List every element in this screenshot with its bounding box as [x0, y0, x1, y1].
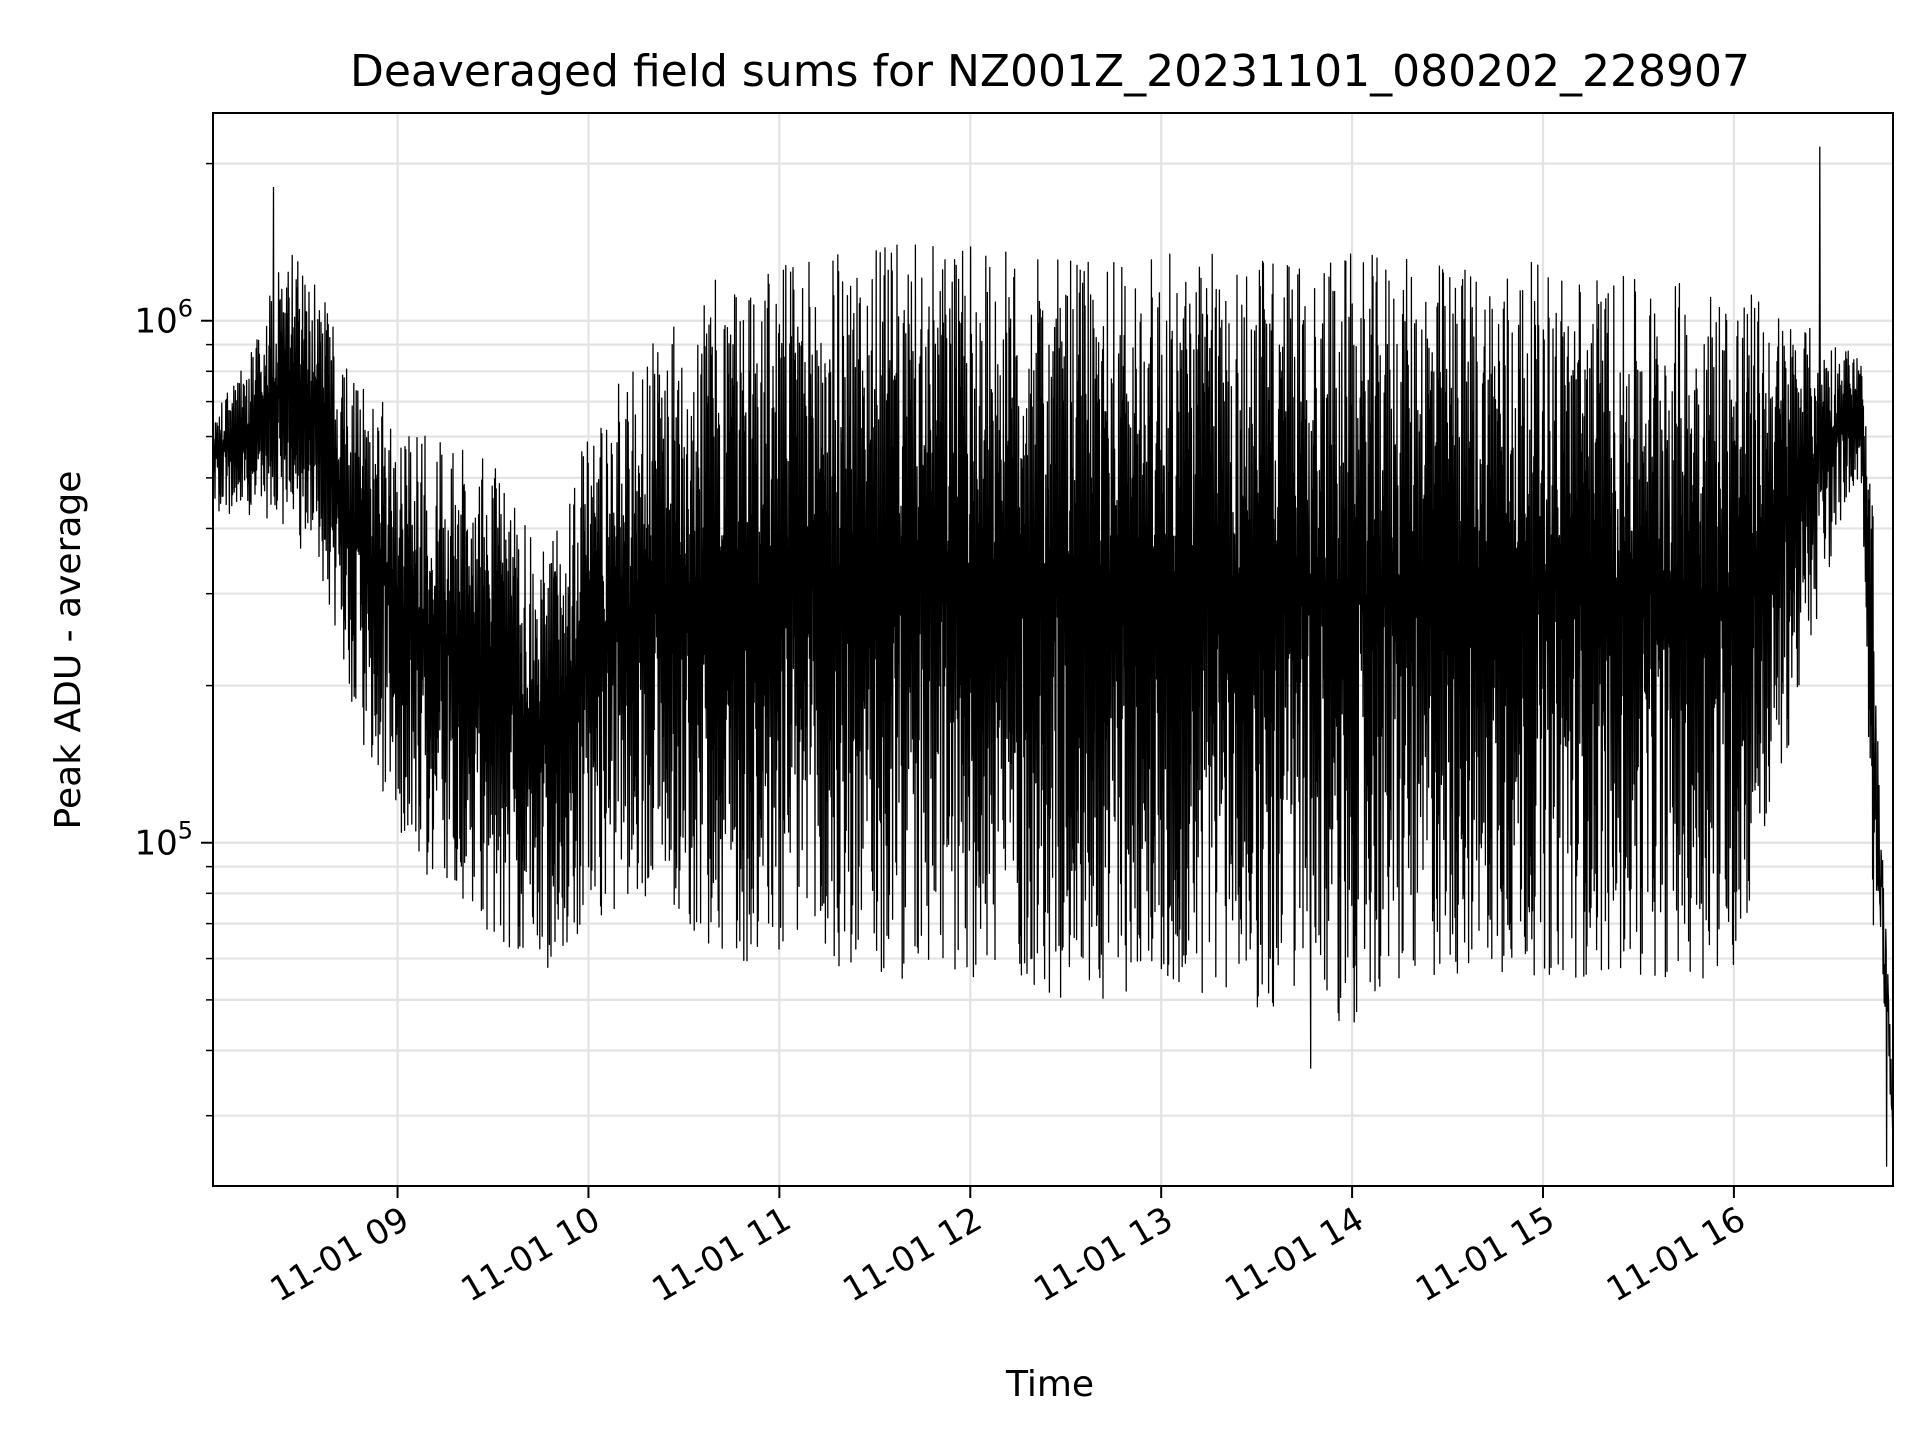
y-tick-label: 105 [134, 817, 193, 864]
x-axis-title: Time [1005, 1364, 1094, 1405]
plot-frame [212, 112, 1894, 1187]
chart-title: Deaveraged field sums for NZ001Z_2023110… [350, 46, 1750, 97]
series-path [212, 146, 1894, 1167]
y-axis-title: Peak ADU - average [48, 471, 89, 830]
y-tick-label: 106 [134, 295, 193, 342]
series-line [212, 146, 1894, 1167]
y-axis-ticks: 105 106 [134, 162, 213, 1117]
